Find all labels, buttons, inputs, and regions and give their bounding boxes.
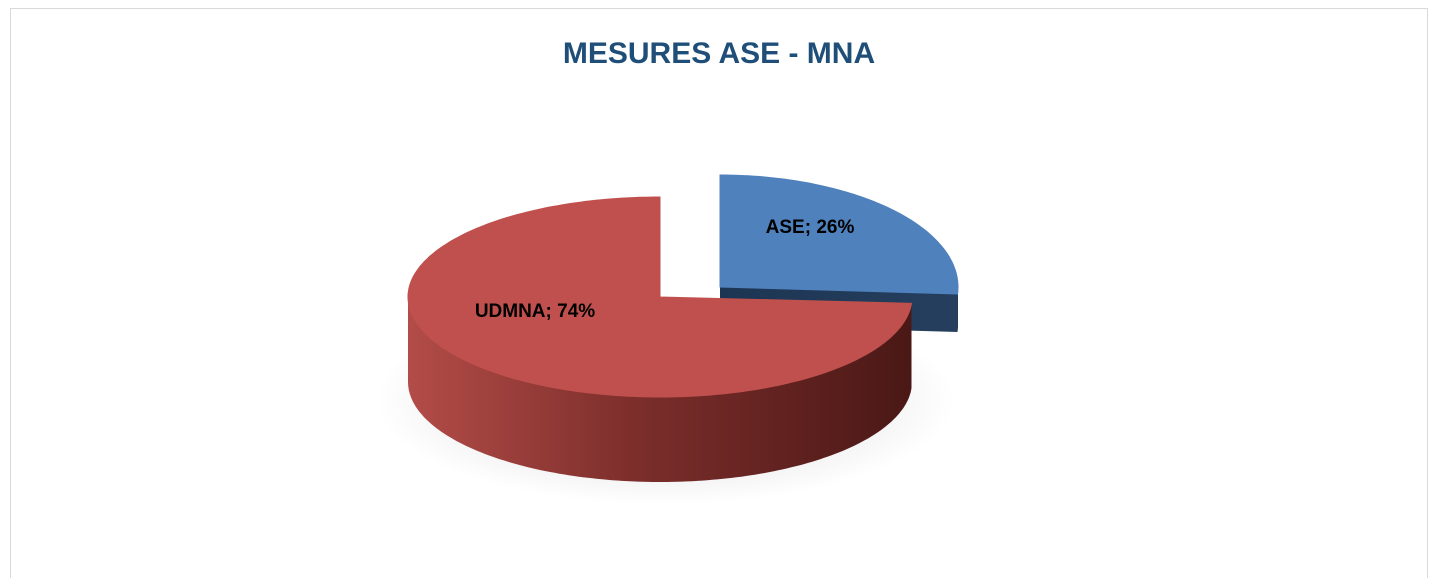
slice-wall [957,287,958,332]
data-label: ASE; 26% [766,217,855,238]
chart-title: MESURES ASE - MNA [563,37,875,70]
slice-wall [408,297,912,482]
slice [719,174,959,295]
slice [407,196,913,398]
data-label: UDMNA; 74% [475,301,595,322]
